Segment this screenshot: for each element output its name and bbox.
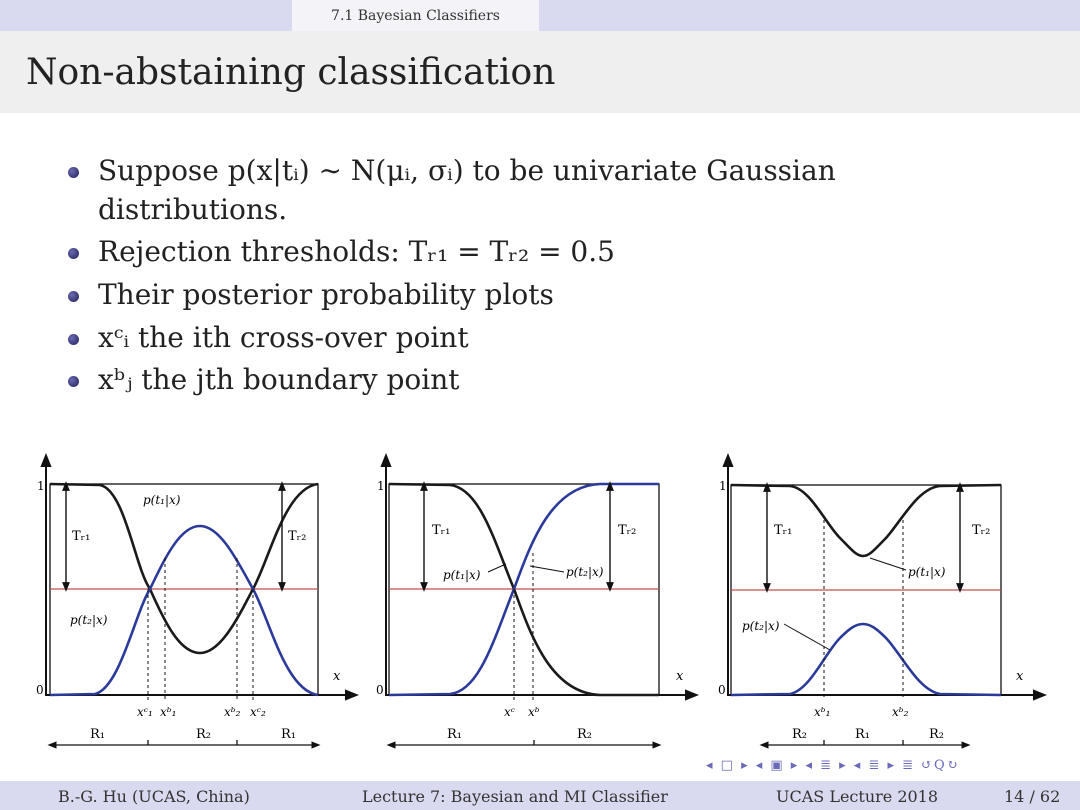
posterior-plots: 1 0 x Tᵣ₁ Tᵣ₂ p(t₁|x) p(t₂|x) xᶜ₁ xᵇ₁ xᵇ… xyxy=(0,448,1080,756)
page-number: 14 / 62 xyxy=(1004,787,1061,806)
bullet-dot-icon xyxy=(68,248,79,260)
region-label: R₂ xyxy=(577,727,592,742)
tick-label: xᶜ₁ xyxy=(137,705,153,719)
bullet-text: Rejection thresholds: Tᵣ₁ = Tᵣ₂ = 0.5 xyxy=(98,235,615,269)
threshold-1-label: Tᵣ₁ xyxy=(72,529,90,544)
threshold-2-label: Tᵣ₂ xyxy=(972,523,990,538)
curve-p-t2 xyxy=(388,482,659,697)
x-axis-label: x xyxy=(1016,669,1024,684)
footer-bar: B.-G. Hu (UCAS, China) Lecture 7: Bayesi… xyxy=(0,781,1080,810)
bullet-text: xᵇⱼ the jth boundary point xyxy=(98,363,460,397)
curve2-label: p(t₂|x) xyxy=(742,619,780,633)
tick-label: xᶜ xyxy=(504,705,515,719)
threshold-2-label: Tᵣ₂ xyxy=(618,523,636,538)
tick-label: xᶜ₂ xyxy=(250,705,266,719)
bullet-item: Rejection thresholds: Tᵣ₁ = Tᵣ₂ = 0.5 xyxy=(66,233,1026,272)
bullet-text: Suppose p(x|tᵢ) ∼ N(μᵢ, σᵢ) to be univar… xyxy=(98,154,836,226)
bullet-dot-icon xyxy=(68,167,79,178)
plot-2: 1 0 x Tᵣ₁ Tᵣ₂ p(t₁|x) p(t₂|x) xᶜ xᵇ R₁ R… xyxy=(376,453,699,749)
curve1-label: p(t₁|x) xyxy=(143,493,181,507)
plot-1: 1 0 x Tᵣ₁ Tᵣ₂ p(t₁|x) p(t₂|x) xᶜ₁ xᵇ₁ xᵇ… xyxy=(36,453,359,749)
tick-label: xᵇ₁ xyxy=(814,705,830,719)
curve-p-t2 xyxy=(49,524,319,697)
region-label: R₁ xyxy=(447,727,462,742)
y-bottom-label: 0 xyxy=(718,683,726,697)
y-bottom-label: 0 xyxy=(376,683,384,697)
tick-label: xᵇ₂ xyxy=(224,705,241,719)
bullet-list: Suppose p(x|tᵢ) ∼ N(μᵢ, σᵢ) to be univar… xyxy=(66,152,1026,404)
region-label: R₂ xyxy=(929,727,944,742)
title-bar: Non-abstaining classification xyxy=(0,31,1080,113)
region-label: R₁ xyxy=(855,727,870,742)
y-top-label: 1 xyxy=(37,479,45,493)
y-bottom-label: 0 xyxy=(36,683,44,697)
bullet-item: Their posterior probability plots xyxy=(66,276,1026,315)
bullet-text: xᶜᵢ the ith cross-over point xyxy=(98,320,469,354)
curve-p-t1 xyxy=(49,482,319,655)
bullet-item: xᵇⱼ the jth boundary point xyxy=(66,361,1026,400)
x-axis-label: x xyxy=(676,669,684,684)
bullet-dot-icon xyxy=(68,333,79,345)
slide-title: Non-abstaining classification xyxy=(26,52,556,93)
curve1-label: p(t₁|x) xyxy=(908,565,946,579)
beamer-navigation-icons[interactable]: ◂ □ ▸ ◂ ▣ ▸ ◂ ≣ ▸ ◂ ≣ ▸ ≣ ↺Q↻ xyxy=(706,758,960,773)
section-header[interactable]: 7.1 Bayesian Classifiers xyxy=(292,0,539,31)
region-label: R₂ xyxy=(792,727,807,742)
threshold-2-label: Tᵣ₂ xyxy=(288,529,306,544)
curve-p-t1 xyxy=(730,483,1002,558)
curve1-label: p(t₁|x) xyxy=(443,568,481,582)
tick-label: xᵇ₂ xyxy=(892,705,909,719)
footer-lecture: Lecture 7: Bayesian and MI Classifier xyxy=(362,787,668,806)
bullet-item: Suppose p(x|tᵢ) ∼ N(μᵢ, σᵢ) to be univar… xyxy=(66,152,1026,229)
footer-author: B.-G. Hu (UCAS, China) xyxy=(58,787,250,806)
threshold-1-label: Tᵣ₁ xyxy=(432,523,450,538)
footer-event: UCAS Lecture 2018 xyxy=(776,787,939,806)
bullet-text: Their posterior probability plots xyxy=(98,277,554,311)
bullet-dot-icon xyxy=(68,376,79,388)
curve2-label: p(t₂|x) xyxy=(70,613,108,627)
tick-label: xᵇ₁ xyxy=(160,705,176,719)
region-label: R₁ xyxy=(90,727,105,742)
y-top-label: 1 xyxy=(377,479,385,493)
x-axis-label: x xyxy=(333,669,341,684)
y-top-label: 1 xyxy=(719,479,727,493)
top-navigation-bar: 7.1 Bayesian Classifiers xyxy=(0,0,1080,31)
bullet-dot-icon xyxy=(68,290,79,302)
region-label: R₁ xyxy=(281,727,296,742)
curve-p-t2 xyxy=(730,622,1002,697)
curve2-label: p(t₂|x) xyxy=(566,565,604,579)
threshold-1-label: Tᵣ₁ xyxy=(774,523,792,538)
bullet-item: xᶜᵢ the ith cross-over point xyxy=(66,319,1026,358)
plot-3: 1 0 x Tᵣ₁ Tᵣ₂ p(t₁|x) p(t₂|x) xᵇ₁ xᵇ₂ R₂… xyxy=(718,453,1047,749)
region-label: R₂ xyxy=(196,727,211,742)
tick-label: xᵇ xyxy=(528,705,540,719)
